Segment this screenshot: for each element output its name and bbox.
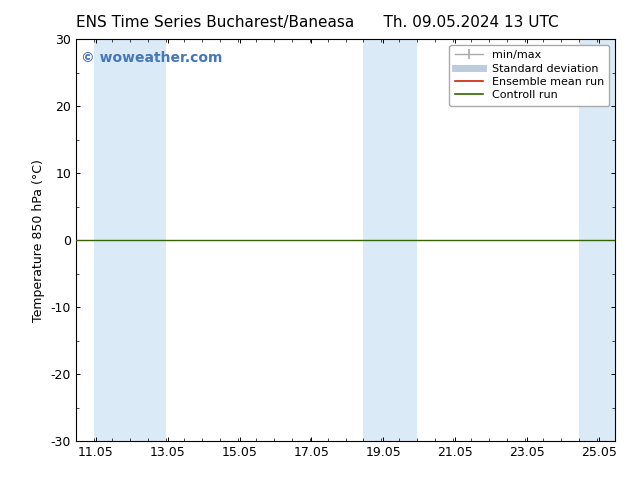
Text: © woweather.com: © woweather.com xyxy=(81,51,223,65)
Text: ENS Time Series Bucharest/Baneasa      Th. 09.05.2024 13 UTC: ENS Time Series Bucharest/Baneasa Th. 09… xyxy=(75,15,559,30)
Bar xyxy=(130,39,166,441)
Y-axis label: Temperature 850 hPa (°C): Temperature 850 hPa (°C) xyxy=(32,159,45,321)
Bar xyxy=(363,39,399,441)
Bar xyxy=(94,39,130,441)
Bar xyxy=(399,39,417,441)
Legend: min/max, Standard deviation, Ensemble mean run, Controll run: min/max, Standard deviation, Ensemble me… xyxy=(450,45,609,106)
Bar xyxy=(579,39,615,441)
